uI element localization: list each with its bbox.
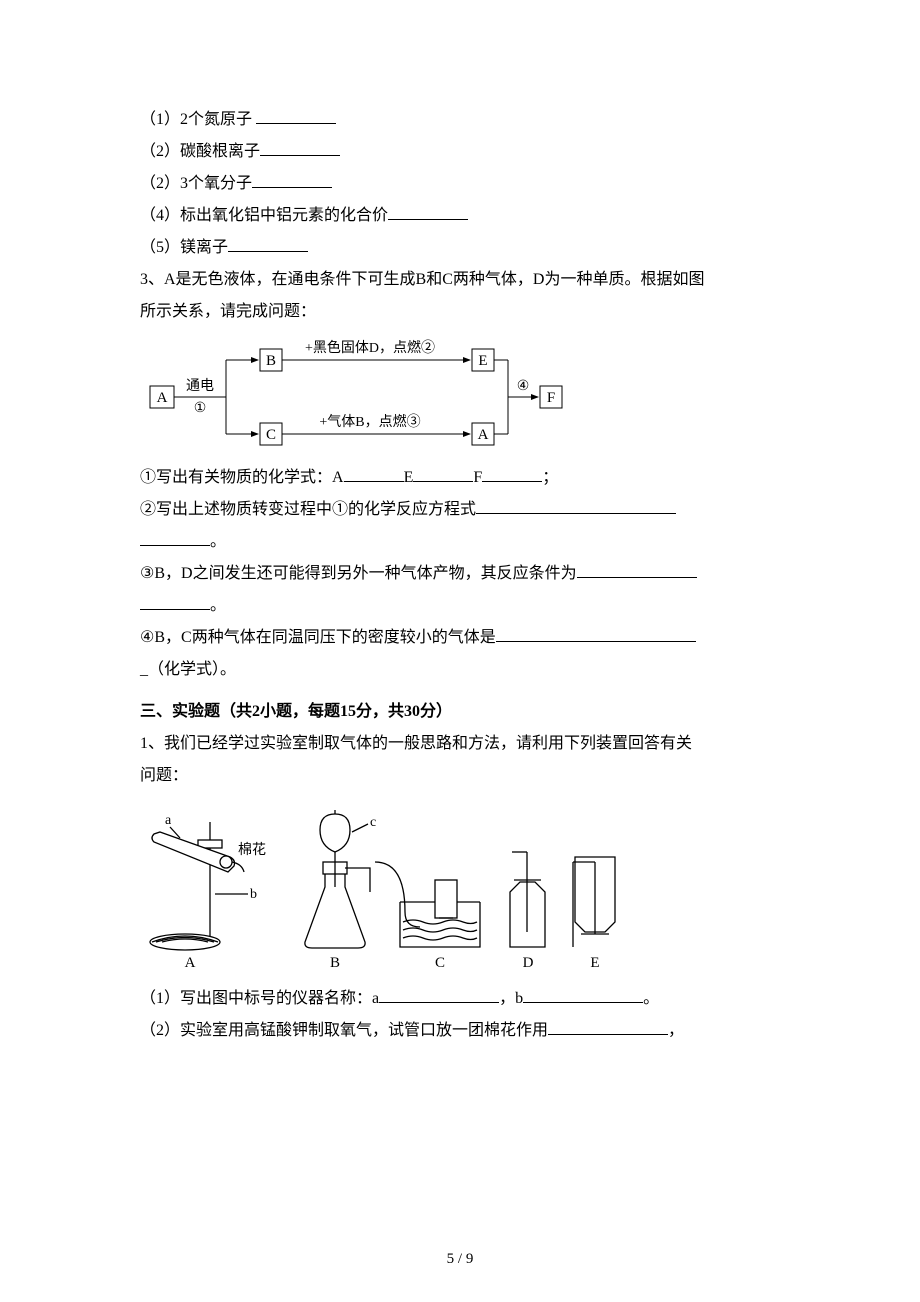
tail: ； xyxy=(542,469,558,486)
edge-label-dian: 通电 xyxy=(186,378,214,394)
blank xyxy=(228,234,308,252)
blank xyxy=(482,464,542,482)
text: ①写出有关物质的化学式：A xyxy=(140,469,344,486)
q3-4-line1: ④B，C两种气体在同温同压下的密度较小的气体是 xyxy=(140,622,780,654)
blank xyxy=(413,464,473,482)
q2-1: （1）2个氮原子 xyxy=(140,104,780,136)
text: （1）写出图中标号的仪器名称：a xyxy=(140,990,379,1007)
text: （5）镁离子 xyxy=(140,239,228,256)
flow-diagram: A 通电 ① B C +黑色固体D，点燃② +气体B，点燃③ E A ④ F xyxy=(140,336,780,456)
text: ③B，D之间发生还可能得到另外一种气体产物，其反应条件为 xyxy=(140,565,577,582)
blank xyxy=(496,624,696,642)
q3-3-line2: 。 xyxy=(140,590,780,622)
section-3-title: 三、实验题（共2小题，每题15分，共30分） xyxy=(140,696,780,728)
node-F: F xyxy=(547,390,555,406)
apparatus-figure: a b 棉花 A c B C xyxy=(140,802,780,977)
q3-4-line2: _（化学式）。 xyxy=(140,654,780,686)
node-C: C xyxy=(266,427,276,443)
period: 。 xyxy=(210,533,226,550)
p1-2: （2）实验室用高锰酸钾制取氧气，试管口放一团棉花作用 ， xyxy=(140,1015,780,1047)
text-b: ，b xyxy=(499,990,523,1007)
text: ④B，C两种气体在同温同压下的密度较小的气体是 xyxy=(140,629,496,646)
node-B: B xyxy=(266,353,276,369)
q3-1: ①写出有关物质的化学式：A E F ； xyxy=(140,462,780,494)
end: 。 xyxy=(643,990,659,1007)
label-b: b xyxy=(250,887,257,902)
apparatus-C xyxy=(375,862,480,947)
p1-line1: 1、我们已经学过实验室制取气体的一般思路和方法，请利用下列装置回答有关 xyxy=(140,728,780,760)
blank xyxy=(260,138,340,156)
caption-C: C xyxy=(435,955,445,971)
q3-2-line2: 。 xyxy=(140,526,780,558)
apparatus-B xyxy=(305,810,370,948)
blank xyxy=(140,592,210,610)
text-F: F xyxy=(473,469,482,486)
label-c: c xyxy=(370,815,376,830)
q3-3-line1: ③B，D之间发生还可能得到另外一种气体产物，其反应条件为 xyxy=(140,558,780,590)
label-a: a xyxy=(165,813,172,828)
q3-intro-line1: 3、A是无色液体，在通电条件下可生成B和C两种气体，D为一种单质。根据如图 xyxy=(140,264,780,296)
edge-label-top: +黑色固体D，点燃② xyxy=(305,339,435,356)
p1-line2: 问题： xyxy=(140,760,780,792)
text: （2）碳酸根离子 xyxy=(140,143,260,160)
q3-2-line1: ②写出上述物质转变过程中①的化学反应方程式 xyxy=(140,494,780,526)
text: （4）标出氧化铝中铝元素的化合价 xyxy=(140,207,388,224)
period: 。 xyxy=(210,597,226,614)
text: （2）3个氧分子 xyxy=(140,175,252,192)
blank xyxy=(252,170,332,188)
caption-B: B xyxy=(330,955,340,971)
blank xyxy=(577,560,697,578)
text: （1）2个氮原子 xyxy=(140,111,252,128)
caption-D: D xyxy=(523,955,534,971)
text: ②写出上述物质转变过程中①的化学反应方程式 xyxy=(140,501,476,518)
page-number: 5 / 9 xyxy=(0,1244,920,1274)
blank xyxy=(388,202,468,220)
p1-1: （1）写出图中标号的仪器名称：a ，b 。 xyxy=(140,983,780,1015)
blank xyxy=(140,528,210,546)
end: ， xyxy=(668,1022,684,1039)
node-A2: A xyxy=(478,427,489,443)
node-E: E xyxy=(478,353,487,369)
text: （2）实验室用高锰酸钾制取氧气，试管口放一团棉花作用 xyxy=(140,1022,548,1039)
q2-5: （5）镁离子 xyxy=(140,232,780,264)
blank xyxy=(523,985,643,1003)
blank xyxy=(256,106,336,124)
apparatus-E xyxy=(573,857,615,947)
caption-A: A xyxy=(185,955,196,971)
caption-E: E xyxy=(590,955,599,971)
node-A: A xyxy=(157,390,168,406)
edge-label-4: ④ xyxy=(517,379,530,394)
edge-label-bot: +气体B，点燃③ xyxy=(319,413,420,430)
apparatus-A xyxy=(150,822,244,950)
blank xyxy=(548,1017,668,1035)
blank xyxy=(344,464,404,482)
q2-4: （4）标出氧化铝中铝元素的化合价 xyxy=(140,200,780,232)
edge-label-1: ① xyxy=(194,401,207,416)
text-E: E xyxy=(404,469,414,486)
q2-2: （2）碳酸根离子 xyxy=(140,136,780,168)
q3-intro-line2: 所示关系，请完成问题： xyxy=(140,296,780,328)
blank xyxy=(379,985,499,1003)
label-cotton: 棉花 xyxy=(238,841,266,858)
blank xyxy=(476,496,676,514)
q2-3: （2）3个氧分子 xyxy=(140,168,780,200)
apparatus-D xyxy=(510,852,545,947)
